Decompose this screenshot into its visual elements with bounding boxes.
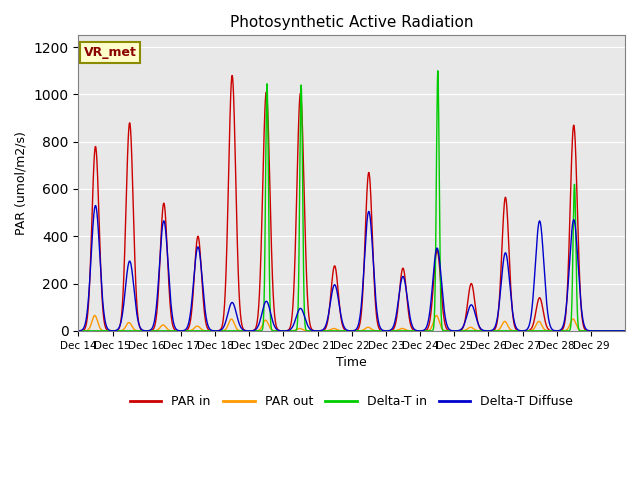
PAR out: [129, 325, 137, 331]
Delta-T in: [434, 68, 442, 73]
Legend: PAR in, PAR out, Delta-T in, Delta-T Diffuse: PAR in, PAR out, Delta-T in, Delta-T Dif…: [125, 390, 579, 413]
Delta-T Diffuse: [75, 328, 83, 334]
PAR in: [228, 72, 236, 78]
PAR out: [385, 328, 392, 334]
PAR in: [613, 328, 621, 334]
Delta-T Diffuse: [92, 203, 99, 208]
X-axis label: Time: Time: [337, 356, 367, 369]
Title: Photosynthetic Active Radiation: Photosynthetic Active Radiation: [230, 15, 474, 30]
PAR out: [75, 328, 83, 334]
Delta-T in: [547, 328, 555, 334]
Text: VR_met: VR_met: [84, 46, 137, 59]
PAR in: [547, 328, 555, 334]
PAR out: [516, 328, 524, 334]
PAR out: [91, 312, 99, 318]
Y-axis label: PAR (umol/m2/s): PAR (umol/m2/s): [15, 131, 28, 235]
PAR in: [385, 328, 392, 334]
Delta-T Diffuse: [247, 328, 255, 334]
PAR out: [621, 328, 628, 334]
PAR in: [516, 328, 524, 334]
Line: Delta-T in: Delta-T in: [79, 71, 625, 331]
Line: PAR in: PAR in: [79, 75, 625, 331]
Line: Delta-T Diffuse: Delta-T Diffuse: [79, 205, 625, 331]
Delta-T Diffuse: [516, 328, 524, 334]
Delta-T in: [247, 328, 255, 334]
PAR in: [247, 328, 255, 334]
Delta-T Diffuse: [613, 328, 621, 334]
PAR in: [75, 328, 83, 334]
PAR out: [547, 328, 555, 334]
Delta-T in: [516, 328, 524, 334]
Delta-T in: [385, 328, 392, 334]
Line: PAR out: PAR out: [79, 315, 625, 331]
Delta-T Diffuse: [385, 328, 392, 334]
Delta-T Diffuse: [129, 279, 137, 285]
Delta-T in: [129, 328, 137, 334]
Delta-T in: [613, 328, 621, 334]
PAR out: [613, 328, 621, 334]
Delta-T in: [621, 328, 628, 334]
Delta-T in: [75, 328, 83, 334]
PAR out: [247, 328, 255, 334]
PAR in: [129, 193, 137, 199]
Delta-T Diffuse: [547, 325, 555, 331]
PAR in: [621, 328, 628, 334]
Delta-T Diffuse: [621, 328, 628, 334]
